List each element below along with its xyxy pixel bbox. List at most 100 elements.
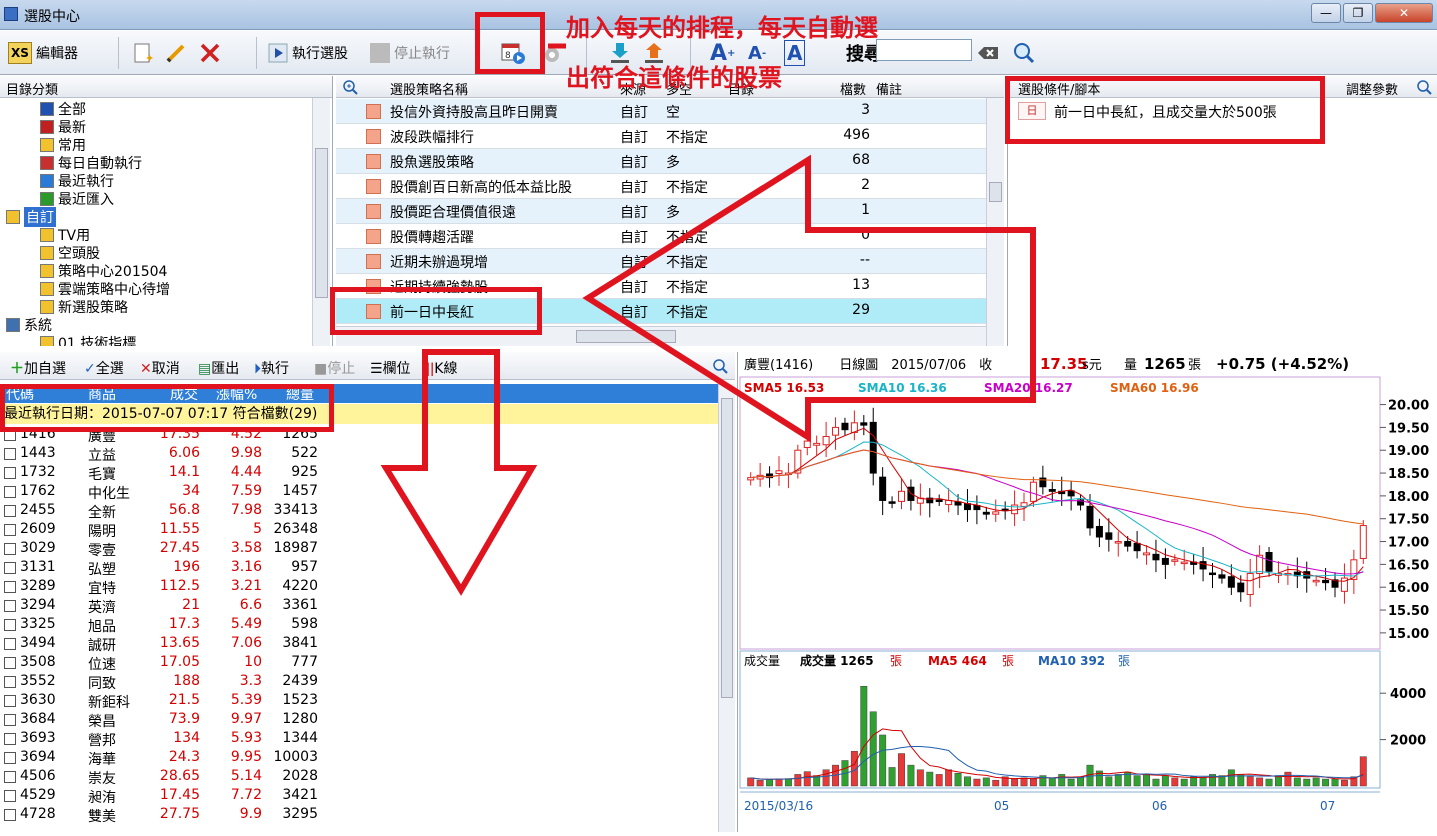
table-row[interactable]: 1732 毛寶 14.1 4.44 925: [0, 464, 718, 483]
stop-results-button[interactable]: ■停止: [314, 361, 356, 377]
table-row[interactable]: 1443 立益 6.06 9.98 522: [0, 445, 718, 464]
row-checkbox[interactable]: [4, 524, 16, 536]
row-checkbox[interactable]: [4, 676, 16, 688]
unschedule-button[interactable]: [540, 39, 564, 67]
schedule-button[interactable]: 8: [500, 39, 526, 67]
run-button[interactable]: 執行選股: [268, 39, 348, 67]
minimize-button[interactable]: —: [1311, 3, 1341, 23]
zoom-in-icon[interactable]: [712, 358, 728, 374]
delete-strategy-button[interactable]: [198, 39, 222, 67]
deselect-button[interactable]: ✕取消: [140, 361, 180, 377]
col-name[interactable]: 選股策略名稱: [390, 83, 469, 98]
font-larger-button[interactable]: A +: [710, 40, 736, 66]
table-row[interactable]: 3630 新鉅科 21.5 5.39 1523: [0, 692, 718, 711]
col-count[interactable]: 檔數: [840, 83, 867, 98]
table-row[interactable]: 3694 海華 24.3 9.95 10003: [0, 749, 718, 768]
row-checkbox[interactable]: [4, 486, 16, 498]
tree-item[interactable]: 全部: [40, 100, 86, 118]
grid-scroll-thumb[interactable]: [721, 398, 733, 698]
tree-item[interactable]: 常用: [40, 136, 86, 154]
row-checkbox[interactable]: [4, 809, 16, 821]
strategy-row[interactable]: 股價創百日新高的低本益比股 自訂 不指定 2: [336, 174, 986, 199]
strategy-row[interactable]: 近期未辦過現增 自訂 不指定 --: [336, 249, 986, 274]
tree-item[interactable]: 最新: [40, 118, 86, 136]
row-checkbox[interactable]: [4, 448, 16, 460]
font-smaller-button[interactable]: A-: [748, 42, 767, 64]
row-checkbox[interactable]: [4, 638, 16, 650]
strategy-row[interactable]: 股魚選股策略 自訂 多 68: [336, 149, 986, 174]
row-checkbox[interactable]: [4, 752, 16, 764]
stop-button[interactable]: 停止執行: [370, 39, 450, 67]
add-watchlist-button[interactable]: ＋加自選: [10, 361, 66, 377]
table-row[interactable]: 4506 崇友 28.65 5.14 2028: [0, 768, 718, 787]
maximize-button[interactable]: ❐: [1343, 3, 1373, 23]
tree-item[interactable]: 最近執行: [40, 172, 114, 190]
col-direction[interactable]: 多空: [666, 83, 693, 98]
tree-scrollbar[interactable]: [312, 98, 330, 346]
row-checkbox[interactable]: [4, 619, 16, 631]
table-row[interactable]: 3494 誠研 13.65 7.06 3841: [0, 635, 718, 654]
adjust-params-button[interactable]: 調整參數: [1346, 83, 1399, 98]
tree-item[interactable]: 新選股策略: [40, 298, 128, 316]
tree-scroll-thumb[interactable]: [315, 148, 328, 298]
row-checkbox[interactable]: [4, 581, 16, 593]
table-row[interactable]: 3131 弘塑 196 3.16 957: [0, 559, 718, 578]
table-row[interactable]: 3029 零壹 27.45 3.58 18987: [0, 540, 718, 559]
edit-strategy-button[interactable]: [164, 39, 188, 67]
col-product[interactable]: 商品: [88, 387, 116, 403]
close-window-button[interactable]: ✕: [1375, 3, 1433, 23]
row-checkbox[interactable]: [4, 714, 16, 726]
table-row[interactable]: 4728 雙美 27.75 9.9 3295: [0, 806, 718, 825]
zoom-in-icon[interactable]: [1416, 79, 1432, 95]
export-button[interactable]: [642, 39, 666, 67]
tree-item[interactable]: 空頭股: [40, 244, 100, 262]
tree-item[interactable]: 最近匯入: [40, 190, 114, 208]
table-row[interactable]: 3693 營邦 134 5.93 1344: [0, 730, 718, 749]
tree-item[interactable]: 系統: [6, 316, 52, 334]
table-row[interactable]: 3552 同致 188 3.3 2439: [0, 673, 718, 692]
table-row[interactable]: 4529 昶洧 17.45 7.72 3421: [0, 787, 718, 806]
row-checkbox[interactable]: [4, 600, 16, 612]
row-checkbox[interactable]: [4, 657, 16, 669]
clear-search-button[interactable]: [976, 39, 1000, 67]
table-row[interactable]: 3684 榮昌 73.9 9.97 1280: [0, 711, 718, 730]
kline-button[interactable]: ǀǀK線: [426, 361, 458, 377]
row-checkbox[interactable]: [4, 562, 16, 574]
run-results-button[interactable]: ⏵執行: [254, 361, 289, 377]
table-row[interactable]: 3508 位速 17.05 10 777: [0, 654, 718, 673]
row-checkbox[interactable]: [4, 543, 16, 555]
col-price[interactable]: 成交: [170, 387, 198, 403]
table-row[interactable]: 3325 旭品 17.3 5.49 598: [0, 616, 718, 635]
tree-item[interactable]: 每日自動執行: [40, 154, 142, 172]
grid-scrollbar[interactable]: [718, 384, 735, 832]
search-input[interactable]: [876, 39, 972, 61]
row-checkbox[interactable]: [4, 733, 16, 745]
table-row[interactable]: 2609 陽明 11.55 5 26348: [0, 521, 718, 540]
zoom-in-icon[interactable]: [342, 79, 358, 95]
strategy-scroll-thumb[interactable]: [989, 182, 1002, 202]
strategy-row[interactable]: 股價距合理價值很遠 自訂 多 1: [336, 199, 986, 224]
editor-button[interactable]: XS 編輯器: [8, 39, 78, 67]
search-button[interactable]: [1012, 39, 1036, 67]
strategy-row[interactable]: 股價轉趨活躍 自訂 不指定 0: [336, 224, 986, 249]
tree-item[interactable]: 自訂: [6, 207, 56, 227]
row-checkbox[interactable]: [4, 467, 16, 479]
tree-item[interactable]: TV用: [40, 226, 90, 244]
table-row[interactable]: 3294 英濟 21 6.6 3361: [0, 597, 718, 616]
col-change[interactable]: 漲幅%: [216, 387, 258, 403]
strategy-row[interactable]: 波段跌幅排行 自訂 不指定 496: [336, 124, 986, 149]
strategy-row[interactable]: 投信外資持股高且昨日開賣 自訂 空 3: [336, 99, 986, 124]
col-source[interactable]: 來源: [620, 83, 647, 98]
tree-item[interactable]: 雲端策略中心待增: [40, 280, 170, 298]
new-strategy-button[interactable]: ✦: [130, 39, 154, 67]
table-row[interactable]: 2455 全新 56.8 7.98 33413: [0, 502, 718, 521]
tree-item[interactable]: 01.技術指標: [40, 334, 136, 346]
row-checkbox[interactable]: [4, 695, 16, 707]
col-code[interactable]: 代碼: [6, 387, 34, 403]
row-checkbox[interactable]: [4, 790, 16, 802]
tree-item[interactable]: 策略中心201504: [40, 262, 167, 280]
columns-button[interactable]: ☰欄位: [370, 361, 411, 377]
font-reset-button[interactable]: A: [784, 39, 806, 67]
strategy-scrollbar[interactable]: [986, 98, 1004, 346]
row-checkbox[interactable]: [4, 505, 16, 517]
